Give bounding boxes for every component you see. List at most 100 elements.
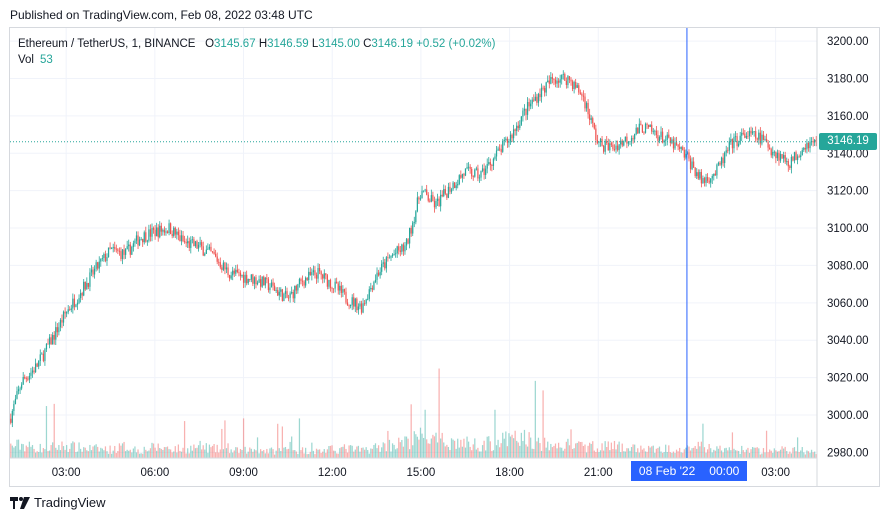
tradingview-brand[interactable]: TradingView [10,495,106,510]
chart-frame[interactable] [9,27,880,487]
volume-bar [48,450,51,458]
volume-bar [103,450,105,458]
candle-body [228,275,231,279]
candle-body [353,297,355,307]
candle-body [269,287,271,291]
candle-body [14,398,17,405]
x-tick-label: 06:00 [140,467,169,479]
candle-body [329,279,332,289]
candle-body [672,139,675,149]
candle-body [318,267,321,272]
volume-bar [309,451,311,458]
volume-bar [517,442,519,458]
volume-bar [239,448,242,458]
volume-bar [131,452,133,458]
candle-body [755,131,757,139]
candle-body [503,139,505,141]
volume-bar [632,444,634,458]
candle-body [381,263,383,272]
volume-bar [273,454,276,458]
volume-bar [404,436,406,458]
candle-body [426,189,428,195]
volume-bar [253,449,256,458]
volume-bar [24,451,26,458]
candle-body [232,270,234,276]
candle-body [308,271,310,281]
candle-body [384,262,386,269]
candle-body [283,293,285,302]
volume-bar [114,445,116,458]
volume-bar [190,445,192,458]
candle-body [609,143,611,151]
volume-bar [72,441,74,458]
volume-bar [247,451,249,458]
volume-bar [668,445,670,458]
volume-bar [370,448,372,458]
candle-body [677,144,679,147]
candle-body [196,241,198,249]
candle-body [435,200,437,208]
volume-bar [575,443,577,458]
candle-body [53,334,55,340]
volume-bar [66,445,68,458]
crosshair-date: 08 Feb '22 [638,464,696,478]
volume-bar [596,448,599,458]
candle-body [208,246,211,249]
volume-bar [683,449,685,458]
candle-body [716,164,718,176]
volume-bar [790,453,793,458]
volume-bar [590,443,592,458]
candle-body [713,173,715,177]
candle-body [173,227,175,236]
x-tick-label: 09:00 [229,467,258,479]
candle-body [134,240,136,244]
candle-body [38,360,40,367]
candle-body [284,291,287,294]
candle-body [731,139,734,149]
volume-bar [381,447,383,458]
candle-body [559,79,561,83]
y-tick-label: 3180.00 [827,73,869,85]
volume-bar [776,451,779,458]
volume-bar [685,447,687,458]
candle-body [45,343,48,350]
candle-body [137,235,139,246]
volume-bar [446,444,448,458]
volume-bar [315,448,318,458]
candle-body [452,182,454,190]
volume-bar [454,440,456,458]
volume-bar [486,436,488,458]
candle-body [204,253,206,256]
volume-bar [644,451,647,458]
candle-body [658,137,661,141]
volume-bar [21,443,23,458]
candle-body [593,123,595,129]
candle-body [222,262,225,270]
candle-body [779,154,782,161]
candle-body [736,136,738,147]
volume-bar [367,450,369,458]
candle-body [292,292,294,299]
candle-body [295,285,297,291]
candle-body [239,272,242,277]
volume-bar [730,450,732,458]
volume-bar [565,441,567,458]
volume-bar [69,448,71,458]
volume-bar [815,454,817,458]
price-axis: 2980.00 3000.00 3020.00 3040.00 3060.00 3080.… [816,28,869,486]
volume-bar [534,380,536,458]
volume-bar [294,450,296,458]
candle-body [50,337,52,345]
volume-bar [208,444,211,458]
volume-bar [70,443,72,458]
volume-bar [326,449,328,458]
candle-body [446,193,448,198]
candle-body [408,227,411,244]
volume-bar [36,451,38,458]
volume-bar [512,438,515,458]
volume-bar [334,450,336,458]
candle-body [688,152,690,159]
volume-bar [183,421,186,458]
volume-bar [548,450,550,458]
